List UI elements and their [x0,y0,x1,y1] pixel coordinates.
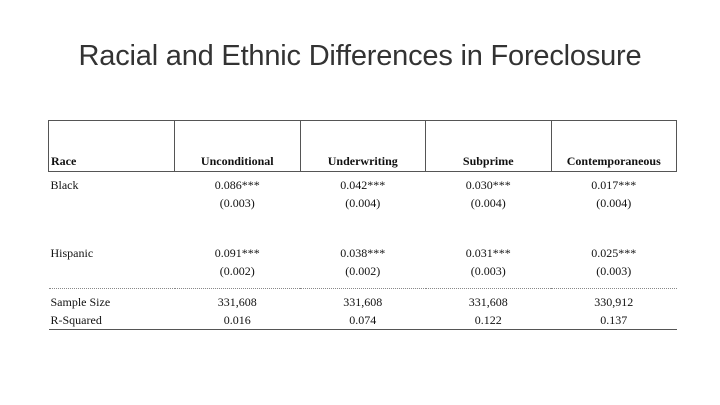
cell-hispanic-subprime: 0.031*** [465,246,511,260]
dotted-divider [48,288,677,289]
header-underwriting: Underwriting [299,120,426,172]
table-row-hispanic-se: (0.002) (0.002) (0.003) (0.003) [49,262,677,280]
regression-table: Race Unconditional Underwriting Subprime… [48,120,677,330]
row-label-hispanic: Hispanic [50,246,94,260]
cell-black-subprime-se: (0.004) [470,196,506,210]
cell-sample-size-subprime: 331,608 [468,295,508,309]
cell-sample-size-contemporaneous: 330,912 [594,295,634,309]
header-unconditional: Unconditional [174,120,300,172]
cell-r-squared-contemporaneous: 0.137 [551,311,677,330]
cell-black-subprime: 0.030*** [465,178,511,192]
cell-hispanic-underwriting: 0.038*** [340,246,386,260]
header-race: Race [48,120,175,172]
cell-hispanic-underwriting-se: (0.002) [345,264,381,278]
cell-black-unconditional-se: (0.003) [219,196,255,210]
table-row-black-se: (0.003) (0.004) (0.004) (0.004) [49,194,677,212]
cell-sample-size-underwriting: 331,608 [343,295,383,309]
header-row: Race Unconditional Underwriting Subprime… [48,120,677,172]
table-row-black-coef: Black 0.086*** 0.042*** 0.030*** 0.017**… [49,172,677,195]
cell-sample-size-unconditional: 331,608 [217,295,257,309]
cell-hispanic-contemporaneous: 0.025*** [591,246,637,260]
spacer-row [49,212,677,244]
header-contemporaneous: Contemporaneous [550,120,677,172]
cell-hispanic-unconditional: 0.091*** [214,246,260,260]
row-label-black: Black [50,178,79,192]
cell-r-squared-unconditional: 0.016 [174,311,300,330]
spacer-row [49,280,677,289]
cell-hispanic-unconditional-se: (0.002) [219,264,255,278]
table-row-sample-size: Sample Size 331,608 331,608 331,608 330,… [49,289,677,311]
cell-black-underwriting: 0.042*** [340,178,386,192]
cell-hispanic-subprime-se: (0.003) [470,264,506,278]
cell-r-squared-underwriting: 0.074 [300,311,426,330]
cell-black-contemporaneous-se: (0.004) [596,196,632,210]
table-row-r-squared: R-Squared 0.016 0.074 0.122 0.137 [48,311,677,330]
cell-black-unconditional: 0.086*** [214,178,260,192]
row-label-sample-size: Sample Size [50,295,111,309]
header-subprime: Subprime [425,120,551,172]
slide-title: Racial and Ethnic Differences in Foreclo… [78,40,642,72]
cell-hispanic-contemporaneous-se: (0.003) [596,264,632,278]
table-row-hispanic-coef: Hispanic 0.091*** 0.038*** 0.031*** 0.02… [49,244,677,262]
row-label-r-squared: R-Squared [48,311,175,330]
cell-black-contemporaneous: 0.017*** [591,178,637,192]
cell-r-squared-subprime: 0.122 [425,311,551,330]
cell-black-underwriting-se: (0.004) [345,196,381,210]
